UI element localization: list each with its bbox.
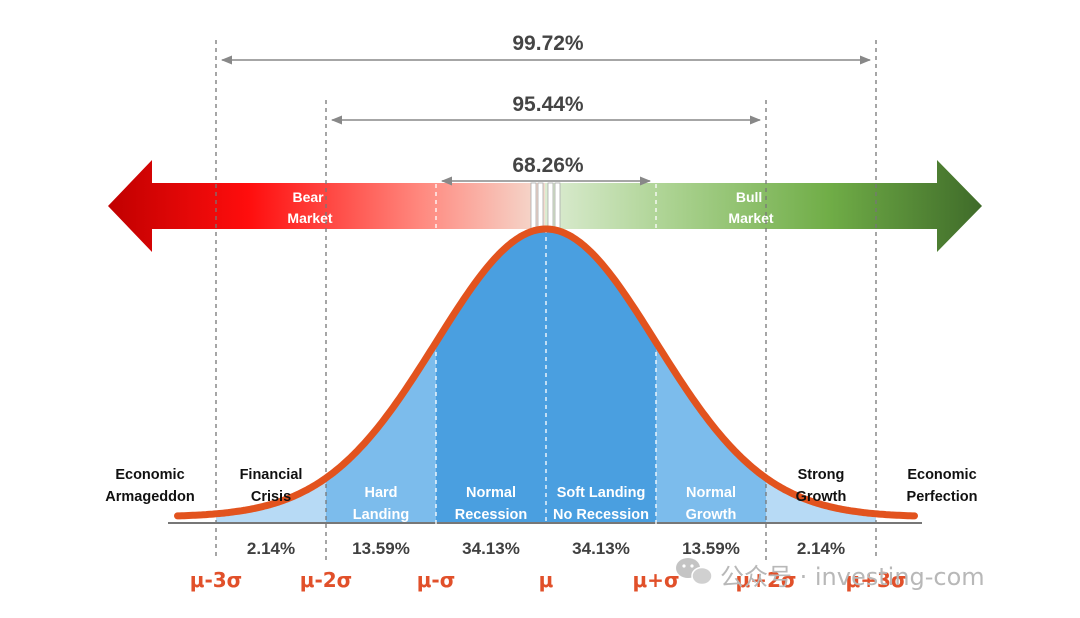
percentage-label: 2.14%	[247, 539, 295, 558]
region-label-line: Recession	[455, 507, 528, 523]
axis-label: μ+2σ	[736, 568, 797, 592]
region-label: Soft Landing No Recession	[553, 485, 649, 523]
percentage-labels: 2.14% 13.59% 34.13% 34.13% 13.59% 2.14%	[247, 539, 845, 558]
axis-label: μ-3σ	[190, 568, 243, 592]
region-label: Normal Recession	[455, 485, 528, 523]
percentage-label: 13.59%	[682, 539, 740, 558]
region-label-line: No Recession	[553, 507, 649, 523]
axis-label: μ	[539, 568, 554, 592]
region-label-line: Growth	[796, 489, 847, 505]
axis-labels: μ-3σ μ-2σ μ-σ μ μ+σ μ+2σ μ+3σ	[190, 568, 907, 592]
percentage-label: 13.59%	[352, 539, 410, 558]
axis-label: μ-2σ	[300, 568, 353, 592]
watermark-text: 公众号 · investing-com	[720, 563, 985, 591]
axis-label: μ+σ	[632, 568, 679, 592]
region-label-line: Perfection	[907, 489, 978, 505]
bull-label-line: Market	[728, 210, 773, 226]
bull-label: Bull Market	[728, 189, 773, 226]
percentage-label: 34.13%	[462, 539, 520, 558]
percentage-label: 34.13%	[572, 539, 630, 558]
region-label-line: Hard	[364, 485, 397, 501]
wechat-icon	[676, 558, 713, 586]
region-label-line: Soft Landing	[557, 485, 646, 501]
curve-band	[436, 229, 546, 523]
region-label: Economic Armageddon	[105, 467, 194, 505]
bull-label-line: Bull	[736, 189, 762, 205]
region-label-line: Normal	[686, 485, 736, 501]
region-label: Financial Crisis	[240, 467, 303, 505]
span-label: 68.26%	[512, 154, 584, 177]
region-label-line: Normal	[466, 485, 516, 501]
region-label-line: Crisis	[251, 489, 291, 505]
region-label-line: Growth	[686, 507, 737, 523]
bear-label-line: Bear	[292, 189, 324, 205]
region-label-line: Economic	[907, 467, 976, 483]
axis-label: μ-σ	[417, 568, 456, 592]
region-label: Normal Growth	[686, 485, 737, 523]
axis-label: μ+3σ	[846, 568, 907, 592]
region-label: Hard Landing	[353, 485, 409, 523]
watermark: 公众号 · investing-com	[676, 558, 985, 591]
region-label-line: Landing	[353, 507, 409, 523]
bear-label-line: Market	[287, 210, 332, 226]
region-label-line: Strong	[798, 467, 845, 483]
bear-label: Bear Market	[287, 189, 332, 226]
region-label: Economic Perfection	[907, 467, 978, 505]
region-label-line: Financial	[240, 467, 303, 483]
span-label: 99.72%	[512, 32, 584, 55]
span-label: 95.44%	[512, 93, 584, 116]
market-arrow: Bear Market Bull Market	[108, 160, 982, 252]
curve-band	[546, 229, 656, 523]
sigma-guides	[215, 40, 877, 560]
region-label-line: Economic	[115, 467, 184, 483]
bell-curve	[174, 225, 918, 520]
percentage-label: 2.14%	[797, 539, 845, 558]
region-labels: Economic Armageddon Financial Crisis Hard Lan…	[105, 467, 977, 523]
region-label: Strong Growth	[796, 467, 847, 505]
bull-arrow	[545, 160, 982, 252]
span-indicators: 99.72% 95.44% 68.26%	[220, 32, 872, 186]
region-label-line: Armageddon	[105, 489, 194, 505]
